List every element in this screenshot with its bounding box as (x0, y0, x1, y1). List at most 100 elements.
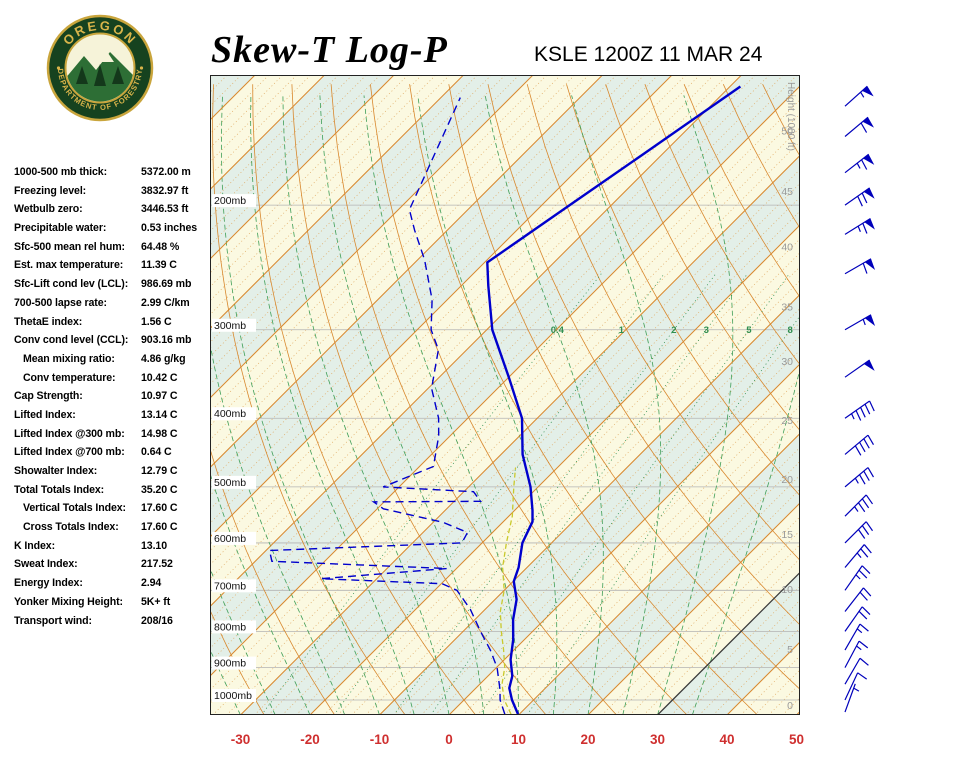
index-row: Sfc-Lift cond lev (LCL): 986.69 mb (14, 278, 216, 297)
svg-text:-30: -30 (231, 732, 251, 747)
index-label: Conv cond level (CCL): (14, 334, 129, 347)
index-row: Transport wind: 208/16 (14, 615, 216, 634)
odf-logo-badge: OREGON DEPARTMENT OF FORESTRY (46, 14, 154, 122)
index-value: 10.42 C (141, 371, 178, 384)
index-value: 217.52 (141, 558, 173, 571)
index-value: 1.56 C (141, 315, 172, 328)
index-label: Vertical Totals Index: (23, 502, 126, 515)
svg-text:40: 40 (781, 242, 793, 254)
pressure-axis-labels: 200mb 300mb 400mb 500mb 600mb 700mb 800mb 900mb… (212, 194, 256, 702)
index-label: Yonker Mixing Height: (14, 595, 123, 608)
index-label: Cap Strength: (14, 390, 83, 403)
index-row: ThetaE index: 1.56 C (14, 316, 216, 335)
svg-text:25: 25 (781, 415, 793, 427)
index-row: Total Totals Index: 35.20 C (14, 484, 216, 503)
index-label: Transport wind: (14, 614, 92, 627)
index-label: Lifted Index @700 mb: (14, 446, 125, 459)
logo-tree-icon (76, 66, 88, 84)
indices-panel: 1000-500 mb thick: 5372.00 m Freezing leve… (14, 166, 216, 633)
index-row: Showalter Index: 12.79 C (14, 465, 216, 484)
svg-text:10: 10 (781, 584, 793, 596)
svg-text:2: 2 (671, 325, 676, 336)
logo-snowcap (98, 50, 114, 62)
index-label: Wetbulb zero: (14, 203, 83, 216)
svg-text:500mb: 500mb (214, 477, 246, 489)
isotherms-major (210, 75, 800, 715)
index-row: Freezing level: 3832.97 ft (14, 185, 216, 204)
dry-adiabats (210, 84, 800, 715)
svg-text:300mb: 300mb (214, 320, 246, 332)
svg-text:200mb: 200mb (214, 195, 246, 207)
index-value: 903.16 mb (141, 334, 192, 347)
svg-text:8: 8 (787, 325, 792, 336)
index-row: 700-500 lapse rate: 2.99 C/km (14, 297, 216, 316)
index-value: 208/16 (141, 614, 173, 627)
svg-text:400mb: 400mb (214, 408, 246, 420)
index-value: 17.60 C (141, 502, 178, 515)
index-value: 0.53 inches (141, 222, 198, 235)
svg-text:0: 0 (445, 732, 453, 747)
index-value: 11.39 C (141, 259, 177, 272)
index-row: Conv cond level (CCL): 903.16 mb (14, 334, 216, 353)
svg-text:50: 50 (789, 732, 804, 747)
station-datetime-label: KSLE 1200Z 11 MAR 24 (534, 43, 763, 66)
index-value: 13.10 (141, 539, 168, 552)
mixing-ratio-labels: 0.4 1 2 3 5 8 (551, 325, 793, 336)
index-value: 3832.97 ft (141, 184, 189, 197)
index-label: Energy Index: (14, 577, 83, 590)
svg-text:800mb: 800mb (214, 621, 246, 633)
height-axis-title: Height (1000 ft) (785, 82, 796, 151)
index-label: Precipitable water: (14, 222, 107, 235)
index-row: K Index: 13.10 (14, 540, 216, 559)
index-row: Wetbulb zero: 3446.53 ft (14, 203, 216, 222)
index-row: 1000-500 mb thick: 5372.00 m (14, 166, 216, 185)
index-value: 5372.00 m (141, 166, 191, 178)
index-value: 986.69 mb (141, 278, 192, 291)
index-row: Lifted Index @700 mb: 0.64 C (14, 446, 216, 465)
svg-text:1000mb: 1000mb (214, 690, 252, 702)
index-row: Lifted Index: 13.14 C (14, 409, 216, 428)
svg-text:600mb: 600mb (214, 533, 246, 545)
logo-dot-left (56, 66, 61, 70)
index-row: Cap Strength: 10.97 C (14, 390, 216, 409)
index-value: 4.86 g/kg (141, 352, 186, 365)
svg-text:900mb: 900mb (214, 658, 246, 670)
index-row: Yonker Mixing Height: 5K+ ft (14, 596, 216, 615)
svg-text:0.4: 0.4 (551, 325, 565, 336)
index-label: Total Totals Index: (14, 483, 105, 496)
svg-text:50: 50 (781, 126, 793, 138)
svg-text:30: 30 (650, 732, 665, 747)
index-value: 0.64 C (141, 446, 172, 459)
temperature-trace (486, 85, 742, 715)
index-value: 64.48 % (141, 240, 180, 253)
plot-border (210, 75, 800, 715)
svg-text:45: 45 (781, 186, 793, 198)
index-label: Showalter Index: (14, 465, 98, 477)
index-label: Mean mixing ratio: (23, 352, 115, 365)
svg-text:0: 0 (787, 700, 793, 712)
svg-text:1: 1 (619, 325, 625, 336)
index-label: Freezing level: (14, 184, 87, 197)
index-label: Sfc-Lift cond lev (LCL): (14, 278, 129, 291)
index-row: Lifted Index @300 mb: 14.98 C (14, 428, 216, 447)
svg-text:5: 5 (787, 644, 793, 656)
index-row: Sweat Index: 217.52 (14, 558, 216, 577)
index-row: Mean mixing ratio: 4.86 g/kg (14, 353, 216, 372)
index-label: Conv temperature: (23, 371, 116, 384)
index-value: 10.97 C (141, 390, 178, 403)
svg-text:5: 5 (746, 325, 752, 336)
index-row: Vertical Totals Index: 17.60 C (14, 502, 216, 521)
wind-barbs (844, 85, 876, 713)
index-label: Cross Totals Index: (23, 521, 119, 534)
index-row: Conv temperature: 10.42 C (14, 372, 216, 391)
index-label: Sweat Index: (14, 558, 78, 571)
index-label: Lifted Index @300 mb: (14, 427, 125, 440)
index-row: Precipitable water: 0.53 inches (14, 222, 216, 241)
skewt-chart: 0.4 1 2 3 5 8 200mb 300mb 400mb 500mb 600mb 700mb 80… (210, 70, 910, 768)
index-value: 35.20 C (141, 483, 178, 496)
svg-text:15: 15 (781, 529, 793, 541)
svg-text:-20: -20 (300, 732, 320, 747)
index-label: Lifted Index: (14, 408, 76, 421)
svg-text:3: 3 (704, 325, 709, 336)
